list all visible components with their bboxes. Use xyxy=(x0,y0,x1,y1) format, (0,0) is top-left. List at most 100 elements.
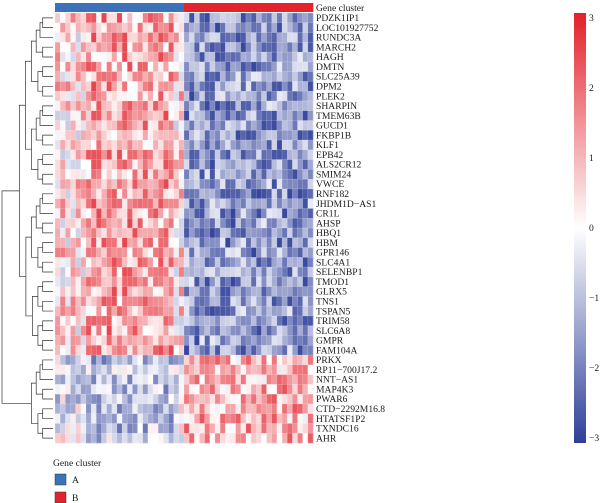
heatmap-cell xyxy=(142,413,149,424)
heatmap-cell xyxy=(307,433,314,444)
heatmap-cell xyxy=(194,120,200,131)
heatmap-cell xyxy=(225,374,231,385)
heatmap-cell xyxy=(75,71,82,82)
heatmap-cell xyxy=(80,110,87,121)
heatmap-cell xyxy=(204,218,211,229)
heatmap-cell xyxy=(240,228,247,239)
heatmap-cell xyxy=(245,335,252,346)
heatmap-cell xyxy=(132,267,138,278)
heatmap-cell xyxy=(214,306,221,317)
heatmap-cell xyxy=(106,140,113,151)
dendrogram-branch xyxy=(42,261,53,273)
heatmap-cell xyxy=(292,110,298,121)
heatmap-cell xyxy=(168,276,174,287)
heatmap-cell xyxy=(178,228,185,239)
gene-label: GMPR xyxy=(316,336,344,347)
heatmap-cell xyxy=(220,130,226,141)
heatmap-cell xyxy=(142,403,149,414)
heatmap-cell xyxy=(163,52,169,63)
heatmap-cell xyxy=(225,228,231,239)
heatmap-cell xyxy=(153,247,159,258)
heatmap-cell xyxy=(85,91,92,102)
heatmap-cell xyxy=(96,52,102,63)
heatmap-cell xyxy=(158,32,164,43)
heatmap-cell xyxy=(178,325,185,336)
heatmap-cell xyxy=(106,120,113,131)
heatmap-cell xyxy=(240,188,247,199)
heatmap-cell xyxy=(153,315,159,327)
heatmap-cell xyxy=(266,384,273,395)
heatmap-cell xyxy=(147,13,154,24)
heatmap-cell xyxy=(91,306,97,317)
heatmap-cell xyxy=(80,120,87,131)
heatmap-cell xyxy=(214,237,221,248)
heatmap-cell xyxy=(153,52,159,63)
heatmap-cell xyxy=(214,218,221,229)
heatmap-cell xyxy=(158,149,164,160)
heatmap-cell xyxy=(173,159,180,170)
heatmap-cell xyxy=(70,188,76,199)
heatmap-cell xyxy=(60,413,66,424)
heatmap-cell xyxy=(261,198,267,209)
heatmap-cell xyxy=(65,71,71,82)
heatmap-cell xyxy=(276,91,283,102)
heatmap-cell xyxy=(65,61,71,72)
heatmap-cell xyxy=(307,355,314,366)
heatmap-cell xyxy=(96,423,102,434)
heatmap-cell xyxy=(178,364,185,375)
dendrogram-branch xyxy=(42,320,53,331)
heatmap-cell xyxy=(194,364,200,375)
heatmap-cell xyxy=(292,179,298,190)
heatmap-cell xyxy=(142,179,149,190)
heatmap-cell xyxy=(137,384,144,395)
heatmap-cell xyxy=(142,120,149,131)
heatmap-cell xyxy=(122,42,128,53)
heatmap-cell xyxy=(91,120,97,131)
heatmap-cell xyxy=(80,315,87,327)
heatmap-cell xyxy=(142,296,149,307)
heatmap-cell xyxy=(214,423,221,434)
heatmap-cell xyxy=(225,71,231,82)
heatmap-cell xyxy=(266,100,273,112)
heatmap-cell xyxy=(204,257,211,268)
heatmap-cell xyxy=(245,61,252,72)
heatmap-cell xyxy=(132,257,138,268)
heatmap-cell xyxy=(184,403,190,414)
heatmap-cell xyxy=(282,374,288,385)
dendrogram-branch xyxy=(37,159,43,180)
heatmap-cell xyxy=(75,159,82,170)
heatmap-cell xyxy=(91,218,97,229)
heatmap-cell xyxy=(292,306,298,317)
heatmap-cell xyxy=(60,61,66,72)
heatmap-cell xyxy=(235,403,242,414)
heatmap-cell xyxy=(178,71,185,82)
heatmap-cell xyxy=(163,22,169,33)
heatmap-cell xyxy=(220,355,226,366)
heatmap-cell xyxy=(158,91,164,102)
heatmap-cell xyxy=(220,61,226,72)
heatmap-cell xyxy=(266,130,273,141)
heatmap-cell xyxy=(235,179,242,190)
heatmap-cell xyxy=(153,267,159,278)
heatmap-cell xyxy=(287,306,293,317)
heatmap-cell xyxy=(225,364,231,375)
heatmap-cell xyxy=(194,257,200,268)
sample-annotation-bar xyxy=(55,3,314,12)
heatmap-cell xyxy=(297,22,303,33)
heatmap-cell xyxy=(168,61,174,72)
heatmap-cell xyxy=(137,110,144,121)
heatmap-cell xyxy=(204,140,211,151)
heatmap-cell xyxy=(178,257,185,268)
heatmap-cell xyxy=(251,42,257,53)
heatmap-cell xyxy=(271,140,278,151)
heatmap-cell xyxy=(230,394,236,405)
heatmap-cell xyxy=(214,52,221,63)
heatmap-cell xyxy=(266,22,273,33)
heatmap-cell xyxy=(65,247,71,258)
heatmap-cell xyxy=(80,394,87,405)
heatmap-cell xyxy=(127,198,133,209)
heatmap-cell xyxy=(189,22,195,33)
heatmap-cell xyxy=(240,130,247,141)
heatmap-cell xyxy=(158,52,164,63)
heatmap-cell xyxy=(116,91,123,102)
